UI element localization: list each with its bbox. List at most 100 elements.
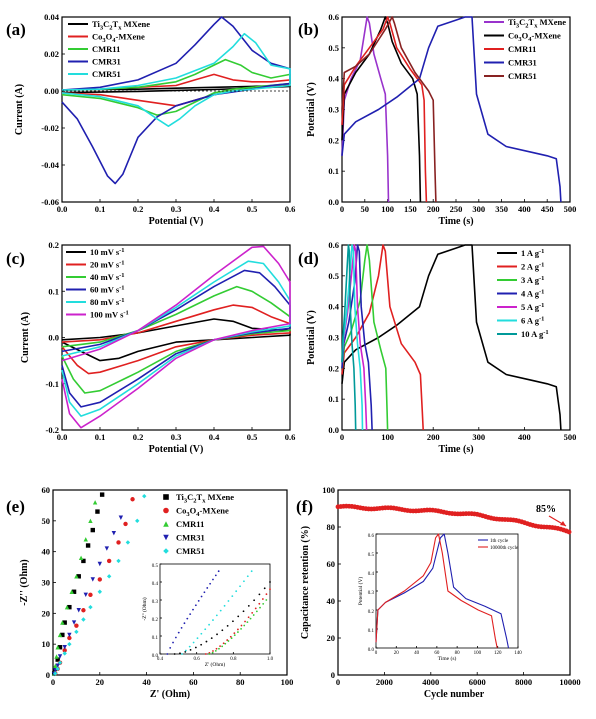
inset-point xyxy=(240,627,242,630)
x-tick-label: 4000 xyxy=(422,677,439,687)
series-line xyxy=(341,16,422,203)
inset-point xyxy=(249,617,252,620)
x-tick-label: 0.5 xyxy=(247,204,258,214)
panel-d: 0 100 200 300 400 500 0.0 0.1 0.2 0.3 0.4 0.5 0.6 Tim… xyxy=(298,240,576,455)
inset-point xyxy=(250,570,253,573)
x-tick-label: 0.1 xyxy=(95,204,106,214)
series-line xyxy=(341,244,357,431)
y-tick-label: 60 xyxy=(42,485,51,495)
legend-label: 5 A g-1 xyxy=(521,302,544,312)
data-point xyxy=(78,555,84,561)
inset-point xyxy=(247,616,250,619)
data-point xyxy=(62,645,67,650)
panel-label: (d) xyxy=(298,249,319,268)
y-tick-label: 0.5 xyxy=(152,564,159,569)
data-point xyxy=(83,537,88,542)
y-tick-label: -0.2 xyxy=(46,425,59,435)
x-tick-label: 250 xyxy=(450,204,463,214)
y-tick-label: 40 xyxy=(327,596,336,606)
series-line xyxy=(341,16,437,203)
data-point xyxy=(81,617,86,622)
legend-label: Ti3C2Tx MXene xyxy=(176,492,234,505)
y-tick-label: -0.04 xyxy=(41,160,59,170)
y-tick-label: 0.5 xyxy=(368,553,375,558)
x-axis-label: Z' (Ohm) xyxy=(205,661,226,668)
data-point xyxy=(62,620,67,625)
y-tick-label: 0.5 xyxy=(328,43,339,53)
legend-label: Co3O4-MXene xyxy=(176,506,229,519)
data-point xyxy=(163,521,169,527)
inset-point xyxy=(194,646,197,649)
inset-point xyxy=(204,628,207,631)
x-tick-label: 100 xyxy=(381,432,394,442)
inset-point xyxy=(181,653,183,655)
data-point xyxy=(74,574,79,579)
data-point xyxy=(55,645,60,650)
x-tick-label: 60 xyxy=(189,677,198,687)
y-axis-label: Potential (V) xyxy=(306,82,317,137)
inset-point xyxy=(258,602,261,605)
inset-point xyxy=(180,626,183,629)
legend-label: Ti3C2Tx MXene xyxy=(92,19,150,32)
y-tick-label: -0.1 xyxy=(46,379,59,389)
data-point xyxy=(57,660,63,665)
panel-e: 0 20 40 60 80 100 0 10 20 30 40 50 60 Z' (Ohm) -Z'' (O… xyxy=(6,485,293,700)
inset-point xyxy=(203,591,206,594)
inset-point xyxy=(206,587,209,589)
data-point xyxy=(81,558,86,564)
data-point xyxy=(74,629,79,635)
inset-e: 0.4 0.6 0.8 1.0 0.0 0.1 0.2 0.3 0.4 0.5 Z' (Ohm) -Z… xyxy=(141,563,274,668)
x-tick-label: 80 xyxy=(236,677,245,687)
x-tick-label: 0.5 xyxy=(247,432,258,442)
x-tick-label: 140 xyxy=(514,651,522,656)
inset-point xyxy=(233,634,236,637)
inset-point xyxy=(258,593,261,596)
x-tick-label: 0.6 xyxy=(285,432,296,442)
data-point xyxy=(106,574,112,579)
series-line xyxy=(375,533,498,649)
x-tick-label: 0 xyxy=(340,432,344,442)
data-point xyxy=(125,540,131,545)
inset-point xyxy=(197,599,200,602)
x-tick-label: 400 xyxy=(518,204,531,214)
inset-background xyxy=(160,564,270,654)
inset-point xyxy=(254,607,257,610)
y-tick-label: 0.4 xyxy=(328,302,339,312)
inset-point xyxy=(226,624,229,627)
inset-point xyxy=(265,593,268,596)
x-tick-label: 40 xyxy=(414,651,420,656)
data-point xyxy=(97,561,102,567)
data-point xyxy=(55,666,60,672)
data-point xyxy=(99,492,105,497)
inset-point xyxy=(212,619,214,621)
data-point xyxy=(163,507,169,514)
y-tick-label: 0 xyxy=(331,670,335,680)
inset-point xyxy=(216,633,218,636)
x-tick-label: 0.3 xyxy=(171,204,182,214)
x-tick-label: 0.0 xyxy=(57,204,68,214)
inset-point xyxy=(239,585,241,588)
y-tick-label: 0.0 xyxy=(328,425,339,435)
y-tick-label: 50 xyxy=(42,516,51,526)
legend-label: CMR51 xyxy=(508,71,537,81)
data-point xyxy=(104,546,110,551)
inset-point xyxy=(240,624,243,627)
inset-point xyxy=(237,628,239,631)
inset-point xyxy=(212,578,214,581)
x-tick-label: 100 xyxy=(381,204,394,214)
inset-point xyxy=(224,642,227,645)
x-tick-label: 300 xyxy=(472,204,485,214)
inset-point xyxy=(247,604,250,607)
data-point xyxy=(81,608,86,613)
x-tick-label: 20 xyxy=(394,651,400,656)
x-tick-label: 10000 xyxy=(559,677,580,687)
legend-label: 60 mV s-1 xyxy=(90,285,125,295)
x-tick-label: 0.6 xyxy=(194,657,201,662)
inset-point xyxy=(233,632,236,635)
y-tick-label: 0.02 xyxy=(44,49,59,59)
series-line xyxy=(341,244,389,431)
panel-c: 0.0 0.1 0.2 0.3 0.4 0.5 0.6 -0.2 -0.1 0.0 0.1 0.2 Po… xyxy=(6,240,295,455)
data-point xyxy=(62,648,67,653)
y-tick-label: 0.2 xyxy=(368,610,375,615)
legend-label: 100 mV s-1 xyxy=(90,310,129,320)
